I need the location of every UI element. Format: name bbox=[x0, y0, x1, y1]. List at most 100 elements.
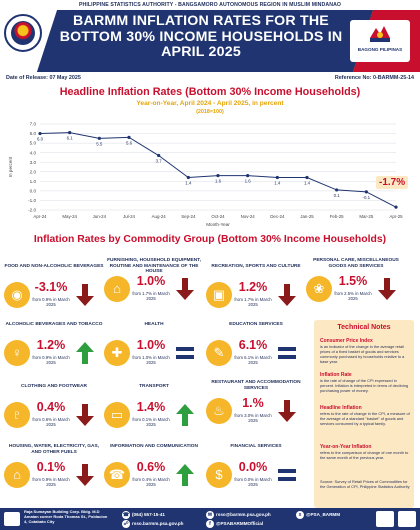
footer-web[interactable]: ☍ rsso.barmm.psa.gov.ph bbox=[122, 520, 183, 528]
main-title: BARMM INFLATION RATES FOR THE BOTTOM 30%… bbox=[52, 13, 350, 61]
footer-social[interactable]: f @PSABARMMOfficial bbox=[206, 520, 263, 528]
x-tick-label: Jun-24 bbox=[93, 214, 107, 219]
finance-icon: $ bbox=[206, 462, 232, 488]
commodity-card: INFORMATION AND COMMUNICATION ☎ 0.6% from 0… bbox=[104, 444, 204, 506]
data-point bbox=[394, 205, 398, 209]
psa-footer-logo bbox=[4, 512, 20, 526]
x-axis-label: Month-Year bbox=[206, 222, 230, 227]
data-point bbox=[38, 131, 42, 136]
data-point bbox=[127, 135, 131, 139]
x-tick-label: Nov-24 bbox=[241, 214, 256, 219]
data-point bbox=[335, 188, 339, 192]
commodity-rate: 0.4% bbox=[36, 400, 66, 414]
iso-certification-badge bbox=[398, 511, 416, 527]
data-point bbox=[305, 175, 309, 180]
headline-inflation-chart: 7.06.05.04.03.02.01.00.0-1.0-2.0In perce… bbox=[8, 122, 403, 227]
data-point bbox=[246, 174, 250, 178]
x-tick-label: Aug-24 bbox=[152, 214, 167, 219]
title-line-2: BOTTOM 30% INCOME HOUSEHOLDS IN bbox=[59, 28, 343, 45]
commodity-card: RECREATION, SPORTS AND CULTURE ▣ 1.2% from … bbox=[206, 264, 306, 326]
footer-email[interactable]: ✉ rsso@barmm.psa.gov.ph bbox=[206, 511, 271, 519]
commodity-name: CLOTHING AND FOOTWEAR bbox=[21, 384, 87, 389]
commodity-card: ALCOHOLIC BEVERAGES AND TOBACCO ♀ 1.2% from… bbox=[4, 322, 104, 384]
house-icon: ⌂ bbox=[4, 462, 30, 488]
footer-email-text: rsso@barmm.psa.gov.ph bbox=[216, 512, 271, 518]
data-label: -0.1 bbox=[363, 195, 371, 200]
note-text-yoy: refers to the comparison of change of on… bbox=[320, 450, 409, 460]
note-text-inflation-rate: is the rate of change of the CPI express… bbox=[320, 378, 409, 393]
commodity-card: FINANCIAL SERVICES $0.0% from 0.0% in Marc… bbox=[206, 444, 306, 506]
x-tick-label: Apr-25 bbox=[389, 214, 403, 219]
education-icon: ✎ bbox=[206, 340, 232, 366]
personal-care-icon: ❀ bbox=[306, 276, 332, 302]
globe-icon: ☍ bbox=[122, 520, 130, 528]
arrow-down-icon bbox=[278, 284, 296, 306]
commodity-card: PERSONAL CARE, MISCELLANEOUS GOODS AND S… bbox=[306, 258, 406, 320]
sun-icon bbox=[370, 26, 390, 42]
data-point bbox=[68, 131, 72, 135]
x-tick-label: Jul-24 bbox=[123, 214, 136, 219]
arrow-up-icon bbox=[76, 342, 94, 364]
bagong-pilipinas-logo: BAGONG PILIPINAS bbox=[350, 20, 410, 62]
commodity-previous-rate: from 0.9% in March 2025 bbox=[32, 477, 70, 487]
data-label: 0.1 bbox=[334, 193, 341, 198]
commodity-rate: -3.1% bbox=[34, 280, 68, 294]
series-line bbox=[39, 132, 397, 208]
data-point bbox=[275, 175, 279, 180]
data-label: 1.6 bbox=[245, 179, 252, 184]
commodity-rate: 1.0% bbox=[136, 274, 166, 288]
commodity-name: TRANSPORT bbox=[139, 384, 169, 389]
mail-icon: ✉ bbox=[206, 511, 214, 519]
arrow-down-icon bbox=[76, 404, 94, 426]
x-tick-label: Dec-24 bbox=[270, 214, 285, 219]
commodity-name: EDUCATION SERVICES bbox=[229, 322, 283, 327]
x-tick-label: Apr-24 bbox=[33, 214, 47, 219]
commodity-name: FURNISHING, HOUSEHOLD EQUIPMENT, ROUTINE… bbox=[107, 258, 201, 275]
data-point bbox=[97, 136, 101, 140]
commodity-card: FOOD AND NON-ALCOHOLIC BEVERAGES ◉ -3.1% fr… bbox=[4, 264, 104, 326]
data-point bbox=[186, 175, 190, 180]
commodity-name: FOOD AND NON-ALCOHOLIC BEVERAGES bbox=[4, 264, 104, 269]
x-icon: x bbox=[296, 511, 304, 519]
commodity-name: PERSONAL CARE, MISCELLANEOUS GOODS AND S… bbox=[313, 258, 399, 269]
y-tick-label: 7.0 bbox=[30, 122, 37, 127]
meta-bar: Date of Release: 07 May 2025 Reference N… bbox=[0, 72, 420, 84]
phone-icon: ☎ bbox=[122, 511, 130, 519]
equal-icon bbox=[176, 347, 194, 359]
commodity-previous-rate: from 6.1% in March 2025 bbox=[234, 355, 272, 365]
qr-code bbox=[376, 511, 394, 527]
commodity-previous-rate: from 2.5% in March 2025 bbox=[334, 291, 372, 301]
reference-number: Reference No: 0-BARMM-25-14 bbox=[334, 75, 414, 81]
commodity-rate: 0.6% bbox=[136, 460, 166, 474]
note-text-cpi: is an indicator of the change in the ave… bbox=[320, 344, 405, 364]
footer: Raja Sumayan Building Corp. Bldg. M.D Am… bbox=[0, 508, 420, 530]
commodity-previous-rate: from 0.6% in March 2025 bbox=[32, 417, 70, 427]
commodity-previous-rate: from 1.0% in March 2025 bbox=[132, 355, 170, 365]
footer-phone: ☎ (064) 557-15-41 bbox=[122, 511, 165, 519]
restaurant-icon: ♨ bbox=[206, 398, 232, 424]
data-label: 1.6 bbox=[215, 179, 222, 184]
note-heading-headline: Headline Inflation bbox=[320, 405, 362, 411]
first-aid-icon: ✚ bbox=[104, 340, 130, 366]
data-label: 1.4 bbox=[185, 181, 192, 186]
footer-handle-text: @PSA_BARMM bbox=[306, 512, 341, 518]
psa-seal-logo bbox=[4, 14, 42, 52]
facebook-icon: f bbox=[206, 520, 214, 528]
commodity-previous-rate: from 0.9% in March 2025 bbox=[32, 297, 70, 307]
equal-icon bbox=[278, 469, 296, 481]
x-tick-label: May-24 bbox=[62, 214, 77, 219]
arrow-up-icon bbox=[176, 464, 194, 486]
commodity-rate: 1.5% bbox=[338, 274, 368, 288]
footer-web-text: rsso.barmm.psa.gov.ph bbox=[132, 521, 184, 527]
commodity-rate: 0.1% bbox=[36, 460, 66, 474]
commodity-name: INFORMATION AND COMMUNICATION bbox=[110, 444, 198, 449]
y-axis-label: In percent bbox=[8, 156, 13, 177]
furniture-icon: ⌂ bbox=[104, 276, 130, 302]
x-tick-label: Feb-25 bbox=[330, 214, 344, 219]
commodity-name: HEALTH bbox=[144, 322, 164, 327]
arrow-down-icon bbox=[76, 464, 94, 486]
phone-icon: ☎ bbox=[104, 462, 130, 488]
footer-handle[interactable]: x @PSA_BARMM bbox=[296, 511, 340, 519]
arrow-up-icon bbox=[176, 404, 194, 426]
note-source: Source: Survey of Retail Prices of Commo… bbox=[320, 479, 410, 489]
